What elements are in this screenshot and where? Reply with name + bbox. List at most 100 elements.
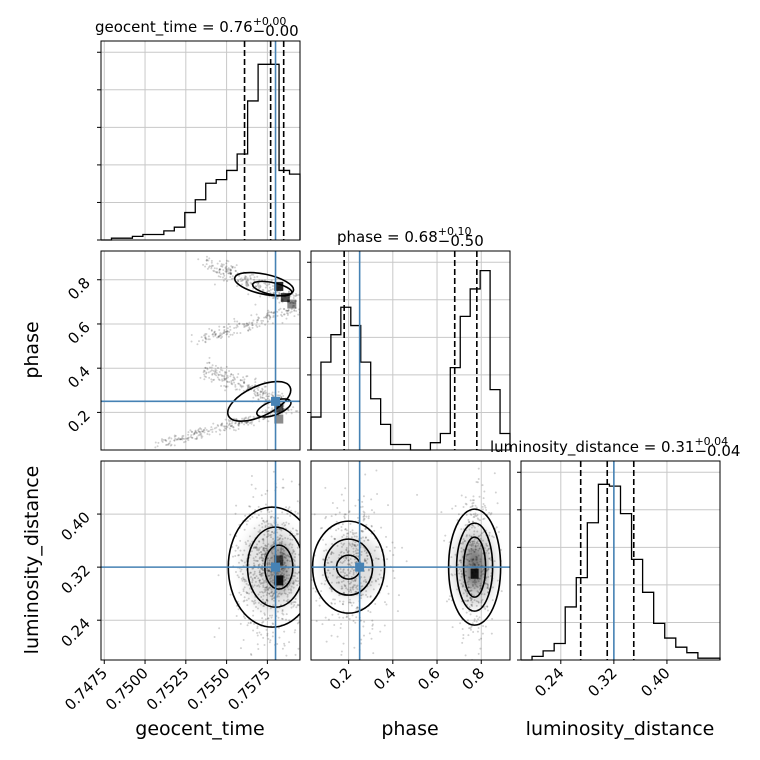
sample-point (263, 417, 266, 420)
sample-point (266, 393, 269, 396)
sample-point (473, 620, 476, 623)
sample-point (204, 427, 207, 430)
sample-point (480, 599, 483, 602)
sample-point (269, 515, 272, 518)
sample-point (237, 427, 240, 430)
sample-point (225, 371, 228, 374)
sample-point (256, 326, 259, 329)
sample-point (473, 587, 476, 590)
sample-point (229, 333, 232, 336)
sample-point (301, 547, 303, 549)
sample-point (286, 559, 289, 562)
sample-point (462, 585, 465, 588)
sample-point (226, 376, 229, 379)
y-tick-label: 0.2 (64, 407, 94, 437)
sample-point (215, 374, 218, 377)
sample-point (206, 367, 209, 370)
sample-point (228, 271, 231, 274)
sample-point (260, 567, 263, 570)
sample-point (342, 603, 345, 606)
sample-point (377, 546, 380, 549)
x-axis-label-geocent-time: geocent_time (135, 718, 264, 740)
sample-point (221, 379, 224, 382)
sample-point (471, 583, 474, 586)
sample-point (248, 505, 251, 508)
sample-point (376, 492, 379, 495)
sample-point (201, 435, 204, 438)
sample-point (211, 333, 214, 336)
sample-point (167, 443, 170, 446)
sample-point (257, 549, 260, 552)
sample-point (267, 420, 270, 423)
sample-point (272, 547, 275, 550)
sample-point (352, 601, 355, 604)
sample-point (223, 427, 226, 430)
sample-point (335, 529, 338, 532)
sample-point (249, 542, 252, 545)
sample-point (460, 570, 463, 573)
sample-point (342, 591, 345, 594)
sample-point (335, 581, 338, 584)
sample-point (247, 597, 250, 600)
sample-point (371, 627, 374, 630)
sample-point (252, 319, 255, 322)
sample-point (283, 556, 286, 559)
sample-point (373, 511, 376, 514)
sample-point (473, 563, 476, 566)
sample-point (292, 294, 295, 297)
sample-point (254, 580, 257, 583)
sample-point (475, 541, 478, 544)
sample-point (213, 283, 216, 286)
sample-point (238, 591, 241, 594)
sample-point (316, 557, 318, 559)
sample-point (156, 445, 159, 448)
sample-point (488, 557, 491, 560)
sample-point (216, 271, 219, 274)
sample-point (351, 529, 354, 532)
sample-point (264, 525, 267, 528)
sample-point (244, 520, 247, 523)
sample-point (253, 388, 256, 391)
sample-point (214, 271, 217, 274)
sample-point (246, 385, 249, 388)
sample-point (273, 296, 276, 299)
sample-point (475, 581, 478, 584)
sample-point (282, 583, 285, 586)
sample-point (449, 595, 452, 598)
sample-point (218, 269, 221, 272)
sample-point (252, 614, 255, 617)
sample-point (477, 554, 480, 557)
sample-point (333, 538, 336, 541)
sample-point (252, 562, 255, 565)
sample-point (345, 557, 348, 560)
sample-point (186, 437, 189, 440)
sample-point (220, 263, 223, 266)
sample-point (210, 329, 213, 332)
sample-point (354, 504, 357, 507)
sample-point (334, 513, 337, 516)
sample-point (228, 427, 231, 430)
sample-point (223, 377, 226, 380)
sample-point (285, 613, 288, 616)
sample-point (384, 535, 387, 538)
sample-point (459, 542, 462, 545)
sample-point (287, 507, 290, 510)
sample-point (201, 430, 204, 433)
sample-point (243, 580, 246, 583)
sample-point (332, 552, 335, 555)
sample-point (342, 556, 345, 559)
sample-point (226, 380, 229, 383)
sample-point (293, 631, 296, 634)
sample-point (254, 390, 257, 393)
sample-point (256, 627, 259, 630)
sample-point (197, 429, 200, 432)
sample-point (249, 571, 252, 574)
sample-point (264, 411, 267, 414)
sample-point (309, 662, 311, 664)
sample-point (206, 258, 209, 261)
sample-point (164, 439, 167, 442)
sample-point (267, 320, 270, 323)
sample-point (228, 272, 231, 275)
sample-point (245, 375, 248, 378)
sample-point (330, 634, 333, 637)
